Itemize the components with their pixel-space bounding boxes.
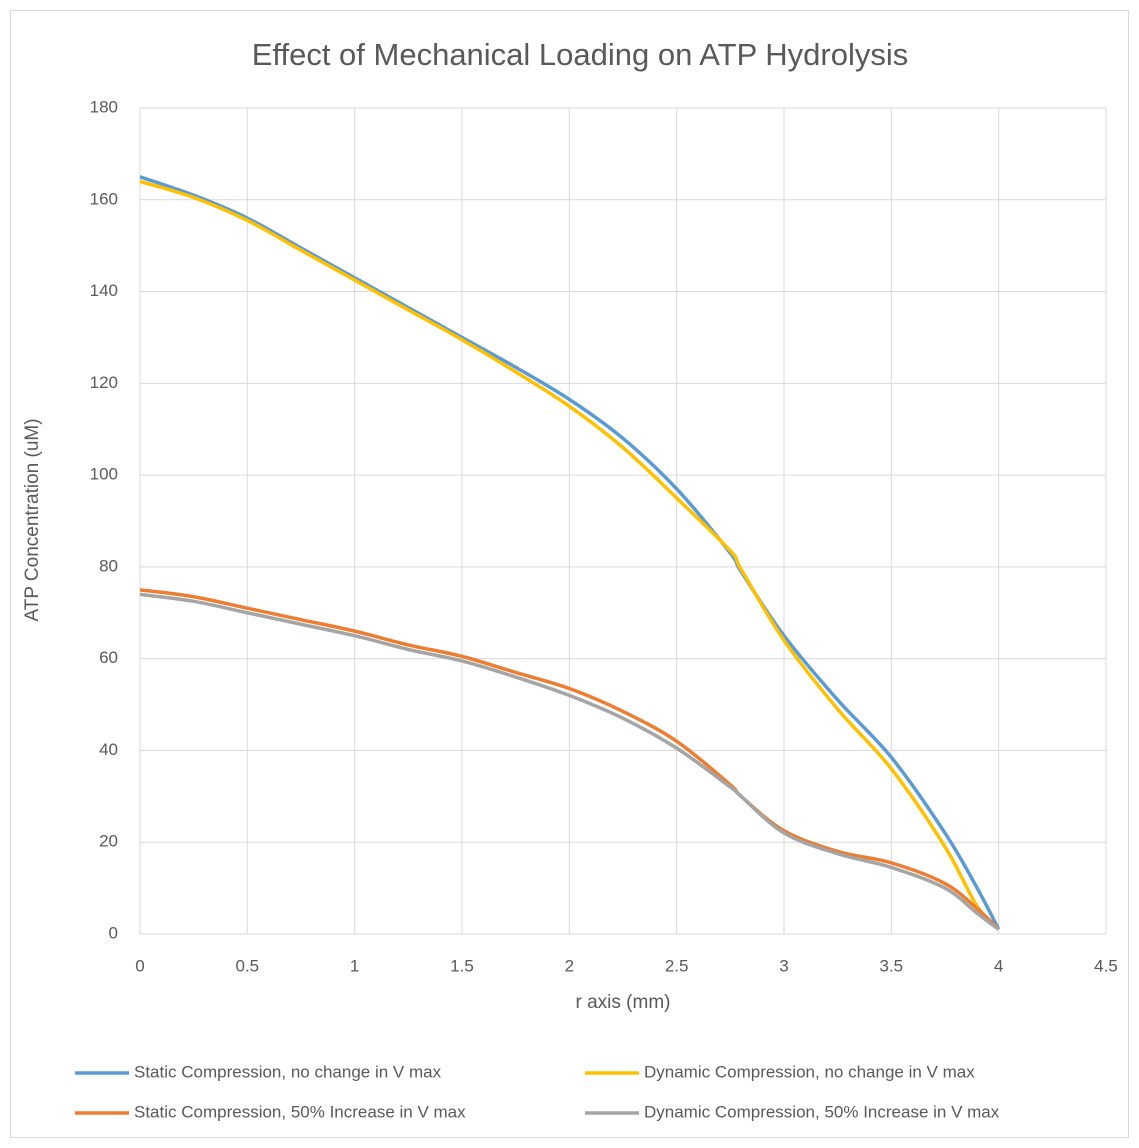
legend-label: Static Compression, no change in V max — [134, 1062, 442, 1081]
chart-title: Effect of Mechanical Loading on ATP Hydr… — [252, 37, 909, 72]
legend-label: Dynamic Compression, 50% Increase in V m… — [644, 1102, 1000, 1121]
x-tick-label: 4 — [994, 956, 1003, 975]
x-tick-label: 2.5 — [665, 956, 689, 975]
legend: Static Compression, no change in V max Dy… — [75, 1062, 1000, 1121]
y-tick-label: 120 — [90, 373, 118, 392]
x-axis-title: r axis (mm) — [576, 992, 671, 1013]
grid: 0 20 40 60 80 100 120 140 160 180 0 0.5 1 1.5 2 2.5 3 3.5… — [90, 97, 1118, 975]
series-line — [139, 588, 1000, 931]
y-tick-label: 160 — [90, 189, 118, 208]
y-axis-title: ATP Concentration (uM) — [22, 418, 43, 621]
y-tick-label: 40 — [99, 740, 118, 759]
x-tick-label: 4.5 — [1094, 956, 1118, 975]
x-tick-label: 2 — [565, 956, 574, 975]
x-tick-label: 3 — [779, 956, 788, 975]
x-tick-label: 3.5 — [880, 956, 904, 975]
x-tick-label: 0.5 — [236, 956, 260, 975]
series-line — [139, 175, 1001, 931]
legend-label: Static Compression, 50% Increase in V ma… — [134, 1102, 466, 1121]
y-tick-label: 60 — [99, 648, 118, 667]
y-tick-label: 20 — [99, 832, 118, 851]
y-tick-label: 140 — [90, 281, 118, 300]
legend-label: Dynamic Compression, no change in V max — [644, 1062, 975, 1081]
y-tick-label: 80 — [99, 556, 118, 575]
y-tick-label: 100 — [90, 465, 118, 484]
x-tick-label: 0 — [135, 956, 144, 975]
plot-lines — [139, 175, 1001, 931]
y-tick-label: 0 — [109, 923, 118, 942]
series-line — [139, 592, 1000, 931]
y-tick-label: 180 — [90, 97, 118, 116]
x-tick-label: 1 — [350, 956, 359, 975]
x-tick-label: 1.5 — [450, 956, 474, 975]
series-line — [139, 179, 1000, 931]
